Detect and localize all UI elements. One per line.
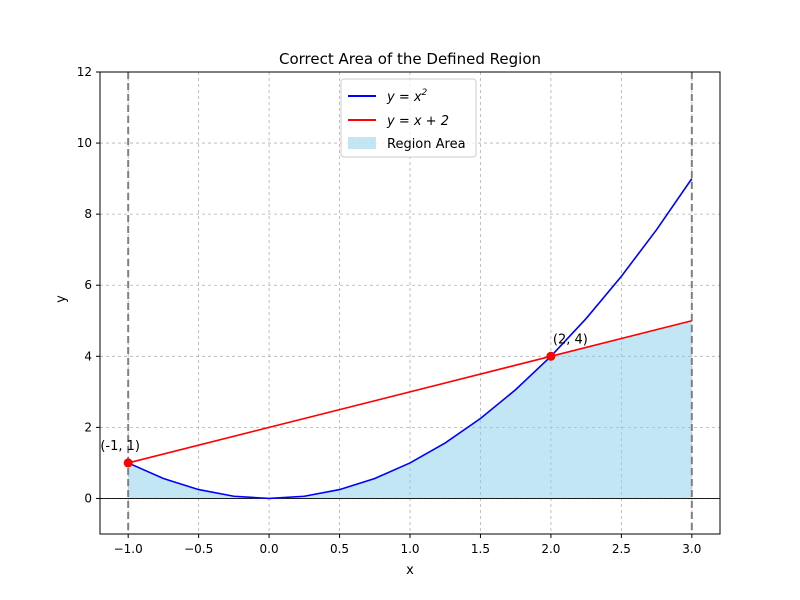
x-tick-label: 3.0 [682, 542, 701, 556]
region-area-fill [128, 320, 692, 499]
chart-title: Correct Area of the Defined Region [279, 50, 541, 68]
region-fill-layer [128, 320, 692, 499]
series-layer [127, 178, 693, 500]
legend-label-region: Region Area [387, 137, 466, 152]
y-axis-label: y [54, 295, 69, 303]
y-tick-label: 2 [84, 420, 92, 434]
x-axis-label: x [406, 563, 414, 578]
x-tick-label: 0.0 [260, 542, 279, 556]
series-line-linear [127, 319, 693, 464]
legend-label-parabola-main: y = x [386, 90, 422, 105]
y-tick-label: 12 [77, 65, 92, 79]
y-tick-label: 10 [77, 136, 92, 150]
intersection-point [123, 458, 133, 468]
legend-label-line: y = x + 2 [386, 114, 449, 129]
legend-swatch-region [348, 137, 376, 149]
y-tick-label: 0 [84, 491, 92, 505]
x-tick-label: 0.5 [330, 542, 349, 556]
series-line-parabola [127, 178, 693, 500]
x-tick-label: 1.5 [471, 542, 490, 556]
legend: y = x2 y = x + 2 Region Area [340, 78, 477, 158]
points-layer: (-1, 1) (2, 4) [100, 332, 588, 468]
point-label: (2, 4) [553, 332, 588, 347]
x-tick-label: 1.0 [400, 542, 419, 556]
intersection-point [546, 351, 556, 361]
legend-label-parabola-sup: 2 [422, 88, 428, 98]
y-tick-label: 8 [84, 207, 92, 221]
legend-label-parabola: y = x2 [386, 88, 428, 105]
x-tick-label: −1.0 [114, 542, 143, 556]
x-tick-label: 2.5 [612, 542, 631, 556]
y-tick-label: 4 [84, 349, 92, 363]
x-tick-label: −0.5 [184, 542, 213, 556]
axes: −1.0 −0.5 0.0 0.5 1.0 1.5 2.0 2.5 3.0 0 2 4 6 8 10 12 [77, 65, 721, 556]
y-tick-label: 6 [84, 278, 92, 292]
reference-lines [100, 72, 720, 534]
point-label: (-1, 1) [100, 439, 140, 454]
x-tick-label: 2.0 [541, 542, 560, 556]
